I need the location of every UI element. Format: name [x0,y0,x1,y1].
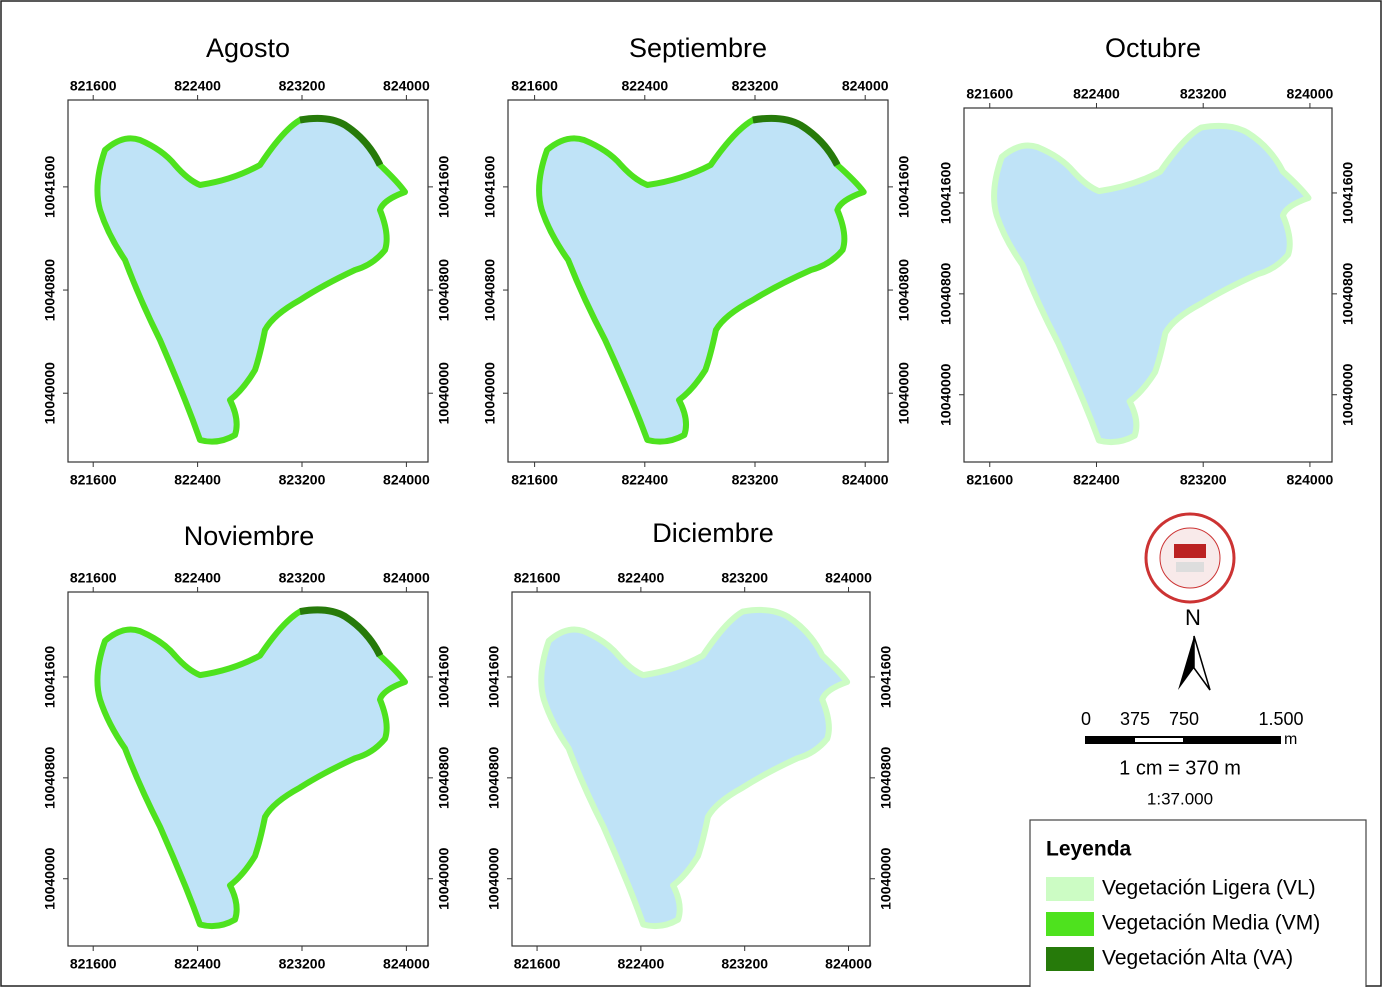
map-figure: N 0 375 750 1.500 m 1 cm = 370 m 1:37.00… [0,0,1382,987]
scale-segment [1135,738,1183,742]
x-tick-label: 821600 [514,570,561,586]
scale-bar [1085,736,1281,744]
x-tick-label: 823200 [721,956,768,972]
y-tick-label: 10041600 [896,156,912,219]
x-tick-label: 822400 [174,78,221,94]
x-tick-label: 824000 [1287,86,1334,102]
x-tick-label: 823200 [732,472,779,488]
y-tick-label: 10040800 [938,262,954,325]
y-tick-label: 10040800 [436,746,452,809]
panel-title: Octubre [1105,33,1201,63]
scale-label: 750 [1169,709,1199,729]
scale-label: 0 [1081,709,1091,729]
x-tick-label: 822400 [174,570,221,586]
x-tick-label: 824000 [383,570,430,586]
y-tick-label: 10040800 [486,746,502,809]
x-tick-label: 823200 [721,570,768,586]
x-tick-label: 821600 [966,472,1013,488]
y-tick-label: 10041600 [42,646,58,709]
y-tick-label: 10041600 [436,646,452,709]
x-tick-label: 824000 [842,78,889,94]
x-tick-label: 821600 [70,956,117,972]
y-tick-label: 10040800 [482,259,498,322]
y-tick-label: 10040800 [878,746,894,809]
panel-title: Noviembre [184,521,315,551]
legend-label: Vegetación Alta (VA) [1102,947,1293,970]
y-tick-label: 10040000 [878,847,894,910]
x-tick-label: 822400 [174,472,221,488]
x-tick-label: 823200 [1180,472,1227,488]
scale-label: 1.500 [1258,709,1303,729]
y-tick-label: 10040800 [436,259,452,322]
x-tick-label: 821600 [966,86,1013,102]
logo [1146,514,1234,602]
y-tick-label: 10040000 [42,847,58,910]
scale-label: 375 [1120,709,1150,729]
y-tick-label: 10040000 [1340,363,1356,426]
x-tick-label: 824000 [383,78,430,94]
x-tick-label: 822400 [174,956,221,972]
x-tick-label: 821600 [514,956,561,972]
y-tick-label: 10041600 [482,156,498,219]
y-tick-label: 10040800 [1340,262,1356,325]
x-tick-label: 823200 [732,78,779,94]
x-tick-label: 821600 [70,570,117,586]
map-panel: Agosto 821600 821600 822400 822400 823200 8232… [42,33,452,488]
x-tick-label: 823200 [1180,86,1227,102]
logo-mark [1174,544,1206,558]
y-tick-label: 10040000 [436,362,452,425]
x-tick-label: 821600 [70,472,117,488]
x-tick-label: 822400 [621,78,668,94]
y-tick-label: 10040000 [938,363,954,426]
y-tick-label: 10040000 [42,362,58,425]
legend-label: Vegetación Media (VM) [1102,912,1320,935]
legend-label: Vegetación Ligera (VL) [1102,877,1316,900]
y-tick-label: 10040800 [42,259,58,322]
y-tick-label: 10041600 [486,646,502,709]
legend-title: Leyenda [1046,838,1132,861]
x-tick-label: 822400 [618,570,665,586]
x-tick-label: 824000 [825,570,872,586]
x-tick-label: 824000 [383,956,430,972]
y-tick-label: 10040000 [482,362,498,425]
y-tick-label: 10041600 [436,156,452,219]
y-tick-label: 10040000 [486,847,502,910]
y-tick-label: 10041600 [42,156,58,219]
y-tick-label: 10041600 [1340,162,1356,225]
map-panel: Septiembre 821600 821600 822400 822400 823200… [482,33,912,488]
y-tick-label: 10041600 [938,162,954,225]
north-label: N [1185,605,1201,630]
x-tick-label: 822400 [1073,86,1120,102]
x-tick-label: 823200 [279,570,326,586]
x-tick-label: 822400 [618,956,665,972]
y-tick-label: 10040800 [42,746,58,809]
y-tick-label: 10040000 [896,362,912,425]
x-tick-label: 822400 [621,472,668,488]
y-tick-label: 10040000 [436,847,452,910]
x-tick-label: 824000 [1287,472,1334,488]
x-tick-label: 823200 [279,78,326,94]
x-tick-label: 824000 [383,472,430,488]
legend-swatch [1046,912,1094,936]
panel-title: Diciembre [652,518,774,548]
x-tick-label: 821600 [70,78,117,94]
x-tick-label: 823200 [279,472,326,488]
x-tick-label: 822400 [1073,472,1120,488]
scale-ratio: 1:37.000 [1147,789,1213,808]
x-tick-label: 821600 [511,472,558,488]
logo-shield [1176,562,1204,572]
y-tick-label: 10041600 [878,646,894,709]
x-tick-label: 823200 [279,956,326,972]
x-tick-label: 821600 [511,78,558,94]
scale-unit: m [1284,731,1297,748]
legend-swatch [1046,877,1094,901]
panel-title: Agosto [206,33,290,63]
x-tick-label: 824000 [825,956,872,972]
legend-swatch [1046,947,1094,971]
y-tick-label: 10040800 [896,259,912,322]
scale-equivalence: 1 cm = 370 m [1119,757,1241,779]
panel-title: Septiembre [629,33,767,63]
x-tick-label: 824000 [842,472,889,488]
